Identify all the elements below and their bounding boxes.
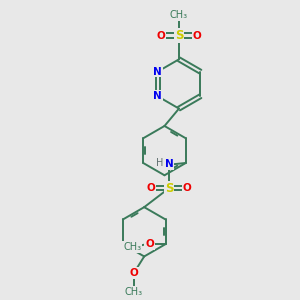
Text: S: S <box>175 29 183 42</box>
Text: CH₃: CH₃ <box>123 242 141 252</box>
Text: O: O <box>130 268 138 278</box>
Text: O: O <box>183 183 191 193</box>
Text: CH₃: CH₃ <box>170 10 188 20</box>
Text: N: N <box>165 159 173 170</box>
Text: O: O <box>193 31 201 40</box>
Text: N: N <box>153 67 162 76</box>
Text: O: O <box>157 31 165 40</box>
Text: N: N <box>153 91 162 101</box>
Text: CH₃: CH₃ <box>125 287 143 297</box>
Text: S: S <box>165 182 173 195</box>
Text: H: H <box>156 158 164 168</box>
Text: O: O <box>147 183 155 193</box>
Text: O: O <box>145 239 154 249</box>
